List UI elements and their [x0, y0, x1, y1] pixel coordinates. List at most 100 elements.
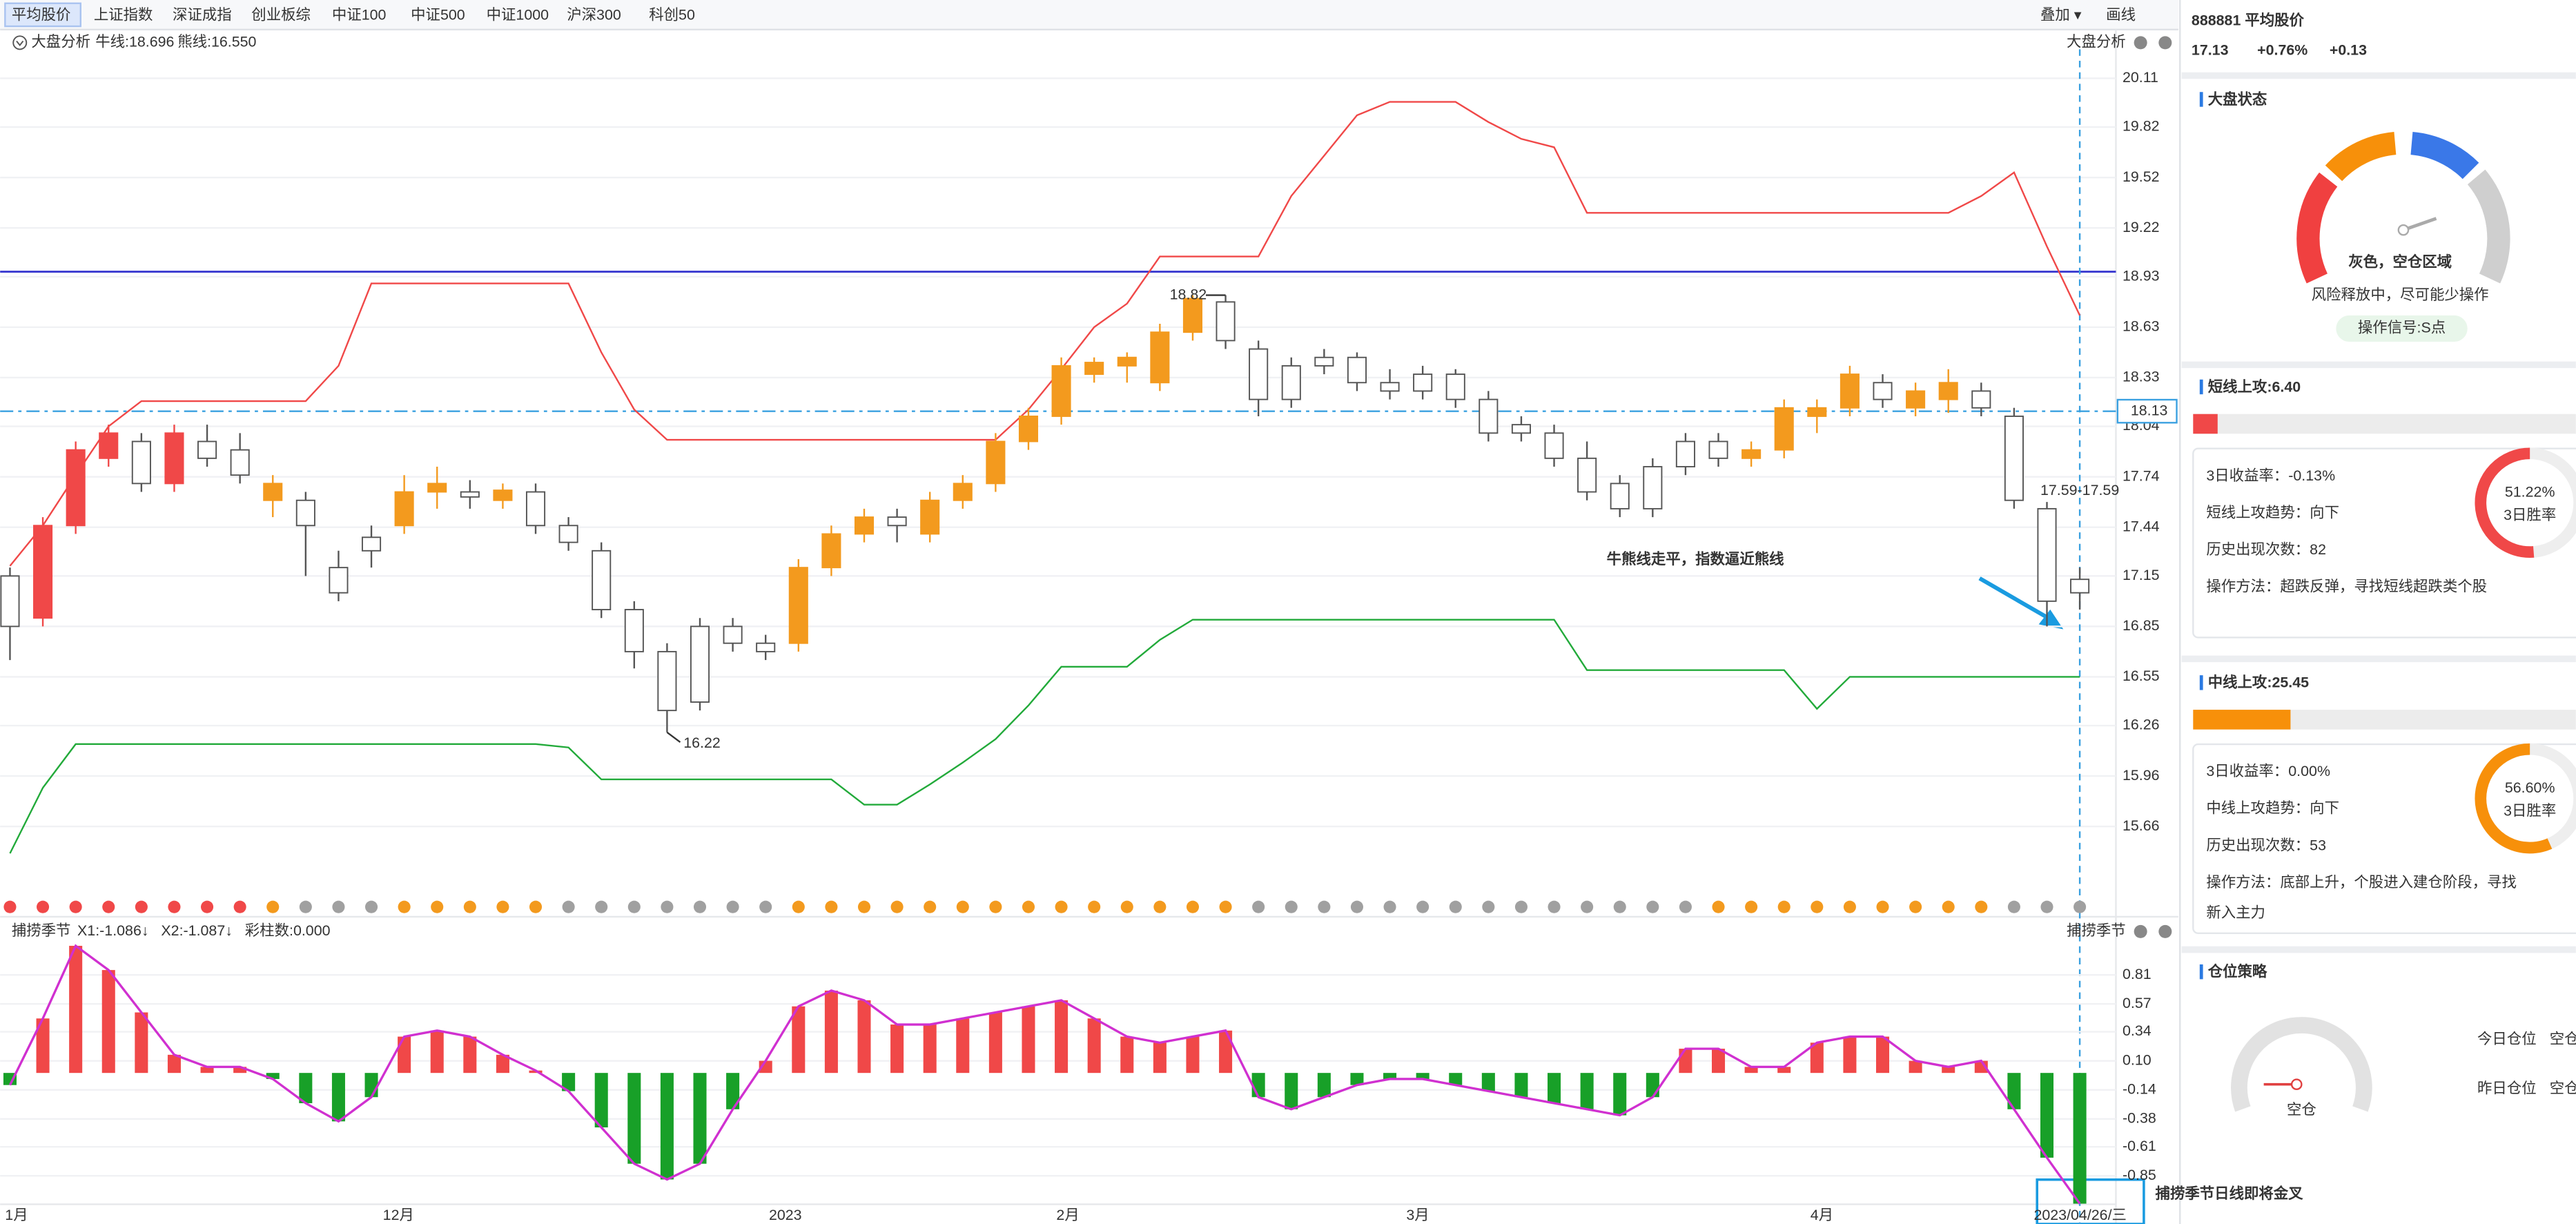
- y-tick-label: -0.85: [2123, 1167, 2156, 1183]
- position-value: 空仓: [2550, 1031, 2576, 1047]
- candle-body: [493, 489, 513, 501]
- candle-body: [0, 575, 20, 628]
- histogram-bar: [1744, 1067, 1758, 1074]
- histogram-bar: [1548, 1073, 1561, 1104]
- tab[interactable]: 平均股价: [12, 6, 71, 23]
- histogram-bar: [594, 1073, 608, 1128]
- candle-body: [1249, 348, 1269, 400]
- phase-dot: [890, 900, 904, 913]
- phase-dot: [1416, 900, 1430, 913]
- candle-body: [1084, 362, 1104, 376]
- histogram-bar: [36, 1018, 50, 1074]
- position-state: 空仓: [2287, 1101, 2316, 1118]
- y-tick-label: 0.10: [2123, 1051, 2151, 1068]
- pane-title: 捕捞季节: [12, 922, 71, 939]
- gauge-segment: [2296, 172, 2338, 284]
- phase-dot: [1811, 900, 1824, 913]
- candle-body: [1281, 365, 1301, 400]
- legend-entry: X2:-1.087↓: [161, 922, 233, 939]
- gauge-segment: [2325, 131, 2397, 182]
- tab[interactable]: 沪深300: [567, 6, 621, 23]
- help-icon[interactable]: [2158, 36, 2172, 50]
- toolbar-button[interactable]: 画线: [2106, 6, 2136, 23]
- candle-body: [164, 432, 184, 485]
- phase-dot: [1022, 900, 1035, 913]
- phase-dot: [792, 900, 805, 913]
- candle-body: [854, 516, 875, 535]
- collapse-icon[interactable]: [12, 35, 28, 50]
- histogram-bar: [1285, 1073, 1298, 1109]
- phase-dot: [1975, 900, 1988, 913]
- histogram-bar: [1580, 1073, 1594, 1109]
- section-marker: [2199, 92, 2203, 107]
- histogram-bar: [266, 1073, 280, 1079]
- phase-dot: [135, 900, 148, 913]
- toolbar-button[interactable]: 叠加 ▾: [2040, 6, 2082, 23]
- tab[interactable]: 中证500: [411, 6, 465, 23]
- help-icon[interactable]: [2158, 924, 2172, 938]
- phase-dot: [463, 900, 476, 913]
- candle-body: [1479, 398, 1499, 434]
- tab[interactable]: 创业板综: [251, 6, 311, 23]
- collapse-arrow: [16, 40, 24, 46]
- phase-dot: [989, 900, 1002, 913]
- legend-entry: X1:-1.086↓: [77, 922, 149, 939]
- tab[interactable]: 深证成指: [173, 6, 232, 23]
- y-tick-label: 0.81: [2123, 966, 2151, 982]
- price-label-bg: [2116, 398, 2178, 424]
- y-tick-label: 20.11: [2123, 69, 2158, 86]
- histogram-bar: [1350, 1073, 1364, 1085]
- phase-dot: [661, 900, 674, 913]
- candle-body: [329, 567, 349, 594]
- phase-dot: [431, 900, 444, 913]
- candle-body: [2070, 579, 2090, 594]
- annotation-box: [2036, 1178, 2145, 1224]
- tab[interactable]: 上证指数: [94, 6, 153, 23]
- info-row: 操作方法：超跌反弹，寻找短线超跌类个股: [2206, 578, 2487, 594]
- candle-body: [1577, 457, 1597, 493]
- y-tick-label: 19.52: [2123, 168, 2160, 185]
- phase-dot: [924, 900, 937, 913]
- x-tick-label: 2023/04/26/三: [2033, 1207, 2127, 1223]
- settings-icon[interactable]: [2134, 924, 2147, 938]
- tab[interactable]: 中证1000: [487, 6, 549, 23]
- tab-bar: [0, 0, 2178, 30]
- legend-entry: 牛线:18.696: [95, 34, 174, 50]
- phase-dot: [168, 900, 181, 913]
- win-title: 3日胜率: [2504, 802, 2556, 819]
- phase-dot: [1285, 900, 1298, 913]
- histogram-bar: [1875, 1036, 1890, 1074]
- histogram-bar: [1186, 1036, 1200, 1074]
- histogram-bar: [1942, 1067, 1955, 1074]
- histogram-bar: [2073, 1073, 2087, 1204]
- histogram-bar: [792, 1006, 806, 1074]
- candle-body: [1840, 373, 1860, 409]
- section-marker: [2199, 964, 2203, 980]
- gauge-segment: [2410, 131, 2479, 179]
- candle-body: [1938, 382, 1958, 400]
- settings-icon[interactable]: [2134, 36, 2147, 50]
- histogram-bar: [1646, 1073, 1659, 1098]
- stock-name: 888881 平均股价: [2192, 12, 2305, 29]
- position-label: 今日仓位: [2477, 1031, 2537, 1047]
- histogram-bar: [1810, 1042, 1824, 1074]
- candle-body: [1051, 365, 1071, 417]
- low-pointer: [666, 731, 681, 744]
- y-tick-label: 16.26: [2123, 717, 2160, 733]
- histogram-bar: [857, 1000, 871, 1074]
- candle-body: [756, 642, 776, 652]
- position-gauge: [2231, 1017, 2372, 1112]
- annotation-arrow: [1978, 576, 2055, 623]
- phase-dot: [37, 900, 50, 913]
- phase-dot: [1909, 900, 1922, 913]
- indicator-line: [8, 944, 2081, 1205]
- tab[interactable]: 科创50: [649, 6, 695, 23]
- phase-dot: [1383, 900, 1396, 913]
- histogram-bar: [2007, 1073, 2021, 1109]
- position-label: 昨日仓位: [2477, 1080, 2537, 1097]
- candle-body: [788, 567, 808, 644]
- tab[interactable]: 中证100: [332, 6, 387, 23]
- phase-dot: [1581, 900, 1594, 913]
- phase-dot: [562, 900, 575, 913]
